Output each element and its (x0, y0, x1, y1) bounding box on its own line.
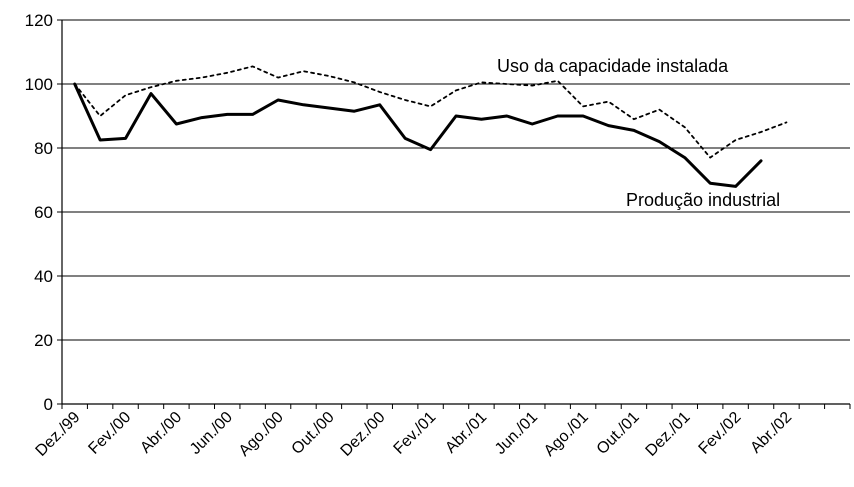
x-tick-label: Out./00 (289, 409, 338, 458)
gridlines (62, 19, 850, 341)
x-tick-label: Jun./01 (492, 409, 541, 458)
y-axis-ticks: 0 20 40 60 80 100 120 (25, 11, 62, 414)
y-tick-label: 120 (25, 11, 53, 30)
x-tick-label: Ago./00 (236, 409, 287, 460)
x-tick-label: Fev./01 (390, 409, 439, 458)
x-tick-label: Dez./00 (338, 409, 389, 460)
y-tick-label: 80 (34, 139, 53, 158)
y-tick-label: 40 (34, 267, 53, 286)
x-tick-label: Fev./00 (85, 409, 134, 458)
series-labels: Uso da capacidade instalada Produção indu… (497, 56, 780, 210)
x-tick-label: Abr./01 (442, 409, 490, 457)
x-tick-label: Dez./01 (643, 409, 694, 460)
x-tick-label: Dez./99 (33, 409, 84, 460)
x-axis-ticks: Dez./99 Fev./00 Abr./00 Jun./00 Ago./00 Out./… (33, 404, 851, 460)
y-tick-label: 20 (34, 331, 53, 350)
x-tick-label: Abr./02 (747, 409, 795, 457)
series-line-capacity (73, 65, 788, 159)
x-tick-label: Ago./01 (541, 409, 592, 460)
y-tick-label: 0 (44, 395, 53, 414)
series-label-production: Produção industrial (626, 190, 780, 210)
x-tick-label: Abr./00 (137, 409, 185, 457)
y-tick-label: 60 (34, 203, 53, 222)
x-tick-label: Jun./00 (187, 409, 236, 458)
x-tick-label: Out./01 (594, 409, 643, 458)
series-lines (73, 65, 788, 188)
y-tick-label: 100 (25, 75, 53, 94)
series-label-capacity: Uso da capacidade instalada (497, 56, 729, 76)
series-line-production (73, 82, 763, 188)
x-tick-label: Fev./02 (696, 409, 745, 458)
